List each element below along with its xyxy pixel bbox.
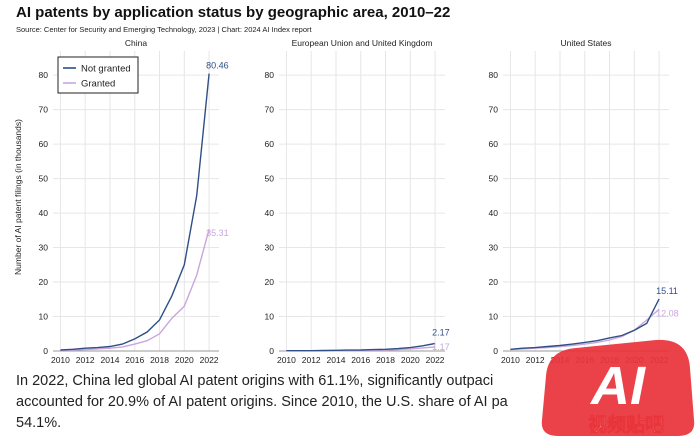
x-tick-label: 2012 (76, 355, 95, 365)
x-tick-label: 2022 (426, 355, 445, 365)
y-tick-label: 50 (39, 174, 49, 184)
x-tick-label: 2018 (150, 355, 169, 365)
y-tick-label: 50 (489, 174, 499, 184)
y-tick-label: 40 (265, 208, 275, 218)
y-tick-label: 20 (265, 277, 275, 287)
x-tick-label: 2012 (526, 355, 545, 365)
y-tick-label: 60 (489, 139, 499, 149)
y-tick-label: 20 (489, 277, 499, 287)
x-tick-label: 2010 (277, 355, 296, 365)
y-tick-label: 80 (39, 70, 49, 80)
x-tick-label: 2016 (351, 355, 370, 365)
y-tick-label: 50 (265, 174, 275, 184)
y-tick-label: 80 (489, 70, 499, 80)
y-tick-label: 70 (265, 105, 275, 115)
y-tick-label: 70 (39, 105, 49, 115)
x-tick-label: 2010 (501, 355, 520, 365)
panel-title: United States (560, 38, 611, 48)
chart-area: Number of AI patent filings (in thousand… (13, 38, 679, 365)
end-label-granted: 12.08 (656, 308, 679, 318)
legend-label-granted: Granted (81, 79, 115, 90)
panel-title: China (125, 38, 147, 48)
watermark-badge-text: AI (589, 356, 646, 416)
x-tick-label: 2016 (125, 355, 144, 365)
y-tick-label: 10 (39, 312, 49, 322)
y-tick-label: 40 (39, 208, 49, 218)
y-tick-label: 10 (265, 312, 275, 322)
y-tick-label: 0 (269, 346, 274, 356)
y-tick-label: 30 (39, 243, 49, 253)
y-tick-label: 70 (489, 105, 499, 115)
y-axis-title: Number of AI patent filings (in thousand… (13, 119, 23, 275)
series-line-not-granted (286, 342, 436, 352)
series-line-not-granted (60, 73, 210, 351)
y-tick-label: 30 (265, 243, 275, 253)
caption-line-2: accounted for 20.9% of AI patent origins… (16, 394, 508, 410)
x-tick-label: 2014 (327, 355, 346, 365)
y-tick-label: 20 (39, 277, 49, 287)
y-tick-label: 40 (489, 208, 499, 218)
end-label-not-granted: 80.46 (206, 61, 229, 71)
caption-line-1: In 2022, China led global AI patent orig… (16, 373, 494, 389)
legend-box (57, 56, 139, 94)
y-tick-label: 0 (43, 346, 48, 356)
chart-title: AI patents by application status by geog… (16, 4, 451, 21)
y-tick-label: 0 (493, 346, 498, 356)
end-label-not-granted: 15.11 (656, 286, 678, 296)
caption-text: In 2022, China led global AI patent orig… (16, 371, 516, 434)
end-label-granted: 35.31 (206, 228, 229, 238)
watermark-channel-text: 视频贴吧 (588, 413, 664, 436)
x-tick-label: 2014 (101, 355, 120, 365)
x-tick-label: 2018 (376, 355, 395, 365)
chart-source: Source: Center for Security and Emerging… (16, 25, 312, 34)
legend-label-not-granted: Not granted (81, 64, 131, 75)
watermark-badge-shape (541, 339, 695, 436)
y-tick-label: 30 (489, 243, 499, 253)
y-tick-label: 80 (265, 70, 275, 80)
y-tick-label: 60 (39, 139, 49, 149)
series-line-not-granted (510, 298, 660, 350)
y-tick-label: 60 (265, 139, 275, 149)
x-tick-label: 2020 (401, 355, 420, 365)
end-label-granted: 1.17 (432, 342, 450, 352)
x-tick-label: 2012 (302, 355, 321, 365)
x-tick-label: 2010 (51, 355, 70, 365)
caption-line-3: 54.1%. (16, 415, 62, 431)
y-tick-label: 10 (489, 312, 499, 322)
panel-title: European Union and United Kingdom (292, 38, 433, 48)
end-label-not-granted: 2.17 (432, 328, 450, 338)
series-line-granted (60, 229, 210, 351)
x-tick-label: 2020 (175, 355, 194, 365)
ai-video-watermark: AI 视频贴吧 (541, 339, 695, 436)
x-tick-label: 2022 (200, 355, 219, 365)
